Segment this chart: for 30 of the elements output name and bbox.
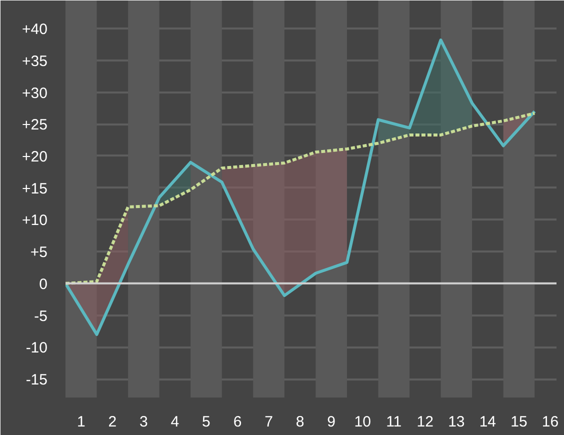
y-tick-label: -10 bbox=[26, 340, 48, 357]
x-tick-label: 15 bbox=[510, 414, 528, 430]
y-tick-label: +10 bbox=[22, 212, 48, 230]
x-tick-label: 13 bbox=[448, 414, 465, 430]
x-tick-label: 10 bbox=[354, 414, 371, 430]
x-tick-label: 9 bbox=[327, 414, 336, 430]
x-tick-label: 5 bbox=[202, 414, 210, 430]
x-tick-label: 4 bbox=[170, 414, 180, 430]
y-tick-label: -5 bbox=[34, 308, 48, 325]
line-series bbox=[66, 38, 536, 336]
x-tick-label: 7 bbox=[264, 414, 273, 430]
y-tick-label: -15 bbox=[26, 372, 48, 389]
x-tick-label: 16 bbox=[542, 414, 559, 430]
y-tick-label: +40 bbox=[22, 21, 48, 38]
y-tick-label: +15 bbox=[22, 180, 48, 198]
y-tick-label: +25 bbox=[22, 116, 48, 134]
y-tick-label: 0 bbox=[39, 276, 48, 293]
x-tick-label: 2 bbox=[108, 414, 117, 430]
x-tick-label: 6 bbox=[233, 414, 242, 430]
line-series bbox=[66, 112, 536, 285]
x-tick-label: 8 bbox=[296, 414, 304, 430]
x-tick-label: 14 bbox=[479, 414, 496, 430]
y-tick-label: +35 bbox=[22, 52, 48, 70]
x-tick-label: 1 bbox=[76, 414, 86, 430]
y-tick-label: +30 bbox=[22, 84, 48, 102]
y-tick-label: +5 bbox=[30, 244, 48, 262]
y-tick-label: +20 bbox=[22, 148, 48, 166]
x-tick-label: 11 bbox=[386, 414, 402, 430]
x-tick-label: 3 bbox=[140, 414, 148, 430]
x-tick-label: 12 bbox=[416, 414, 434, 430]
